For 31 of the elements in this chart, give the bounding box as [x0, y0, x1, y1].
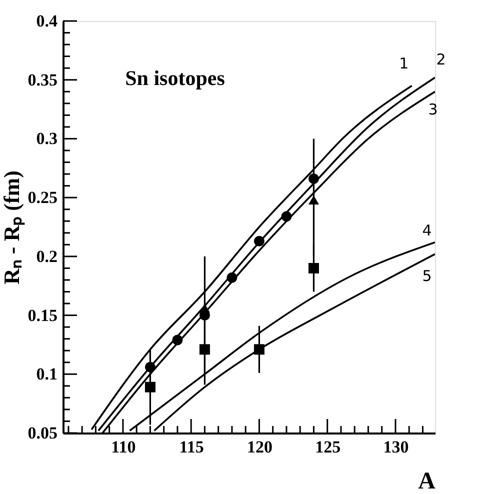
y-axis-title: Rₙ - Rₚ (fm) [0, 170, 25, 284]
series-label: 4 [422, 221, 432, 240]
y-tick-label: 0.2 [36, 246, 58, 266]
point [172, 334, 183, 346]
point [254, 344, 264, 355]
point [308, 262, 319, 274]
x-tick-label: 125 [315, 438, 341, 456]
y-tick-label: 0.3 [36, 129, 58, 148]
series-label: 1 [399, 54, 409, 73]
y-tick-label: 0.05 [28, 424, 58, 442]
point [281, 211, 292, 222]
y-tick-label: 0.15 [28, 306, 58, 325]
x-axis-title: A [418, 468, 436, 494]
series-label: 3 [428, 100, 438, 119]
y-tick-label: 0.25 [28, 188, 58, 208]
y-tick-label: 0.4 [36, 12, 58, 30]
point [199, 304, 210, 313]
y-tick-label: 0.35 [28, 70, 58, 90]
point [199, 344, 210, 355]
series-label: 5 [422, 267, 432, 286]
point [308, 195, 319, 204]
x-tick-label: 120 [246, 438, 272, 456]
x-tick-label: 130 [383, 438, 409, 456]
text: Sn isotopes [125, 66, 225, 90]
point [144, 382, 156, 392]
point [254, 236, 264, 246]
point [226, 272, 238, 283]
x-tick-label: 110 [111, 438, 136, 456]
y-tick-label: 0.1 [36, 364, 58, 384]
series-label: 2 [436, 50, 446, 69]
x-tick-label: 115 [179, 438, 204, 456]
